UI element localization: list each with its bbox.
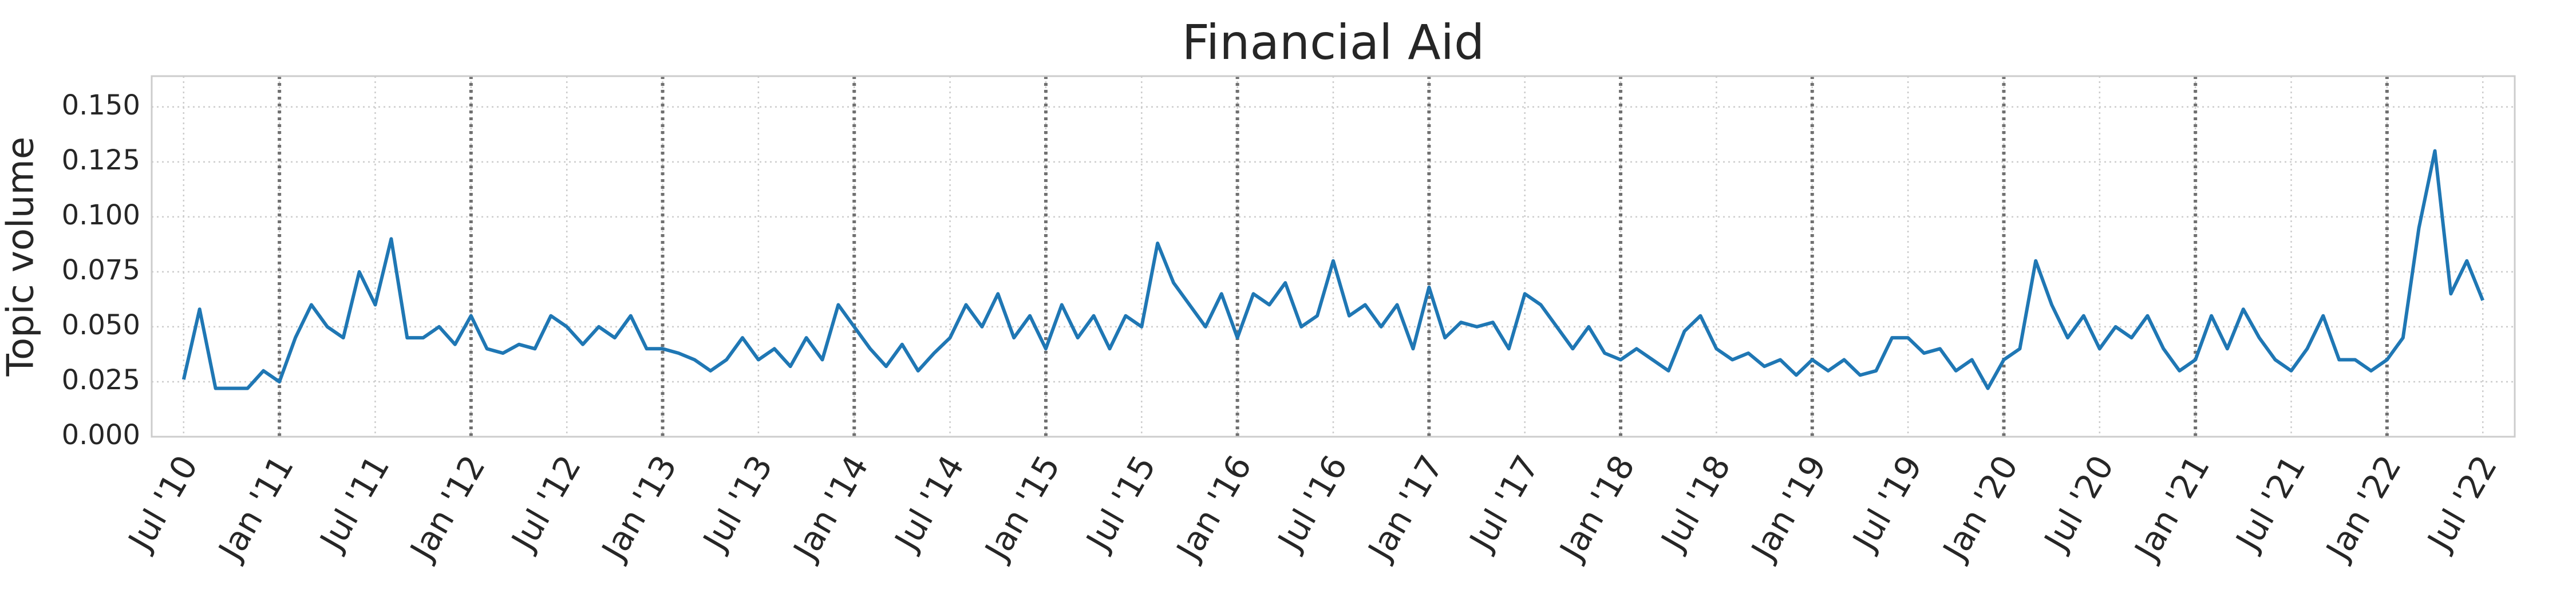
y-tick-label: 0.125: [62, 144, 140, 176]
y-tick-label: 0.000: [62, 419, 140, 451]
y-axis-label: Topic volume: [0, 137, 42, 377]
y-tick-label: 0.100: [62, 199, 140, 231]
chart-title: Financial Aid: [1182, 14, 1485, 70]
y-tick-label: 0.050: [62, 309, 140, 341]
y-tick-label: 0.150: [62, 89, 140, 121]
plot-frame: [151, 75, 2516, 438]
y-tick-label: 0.025: [62, 364, 140, 396]
y-tick-label: 0.075: [62, 254, 140, 286]
data-line: [181, 149, 2484, 390]
